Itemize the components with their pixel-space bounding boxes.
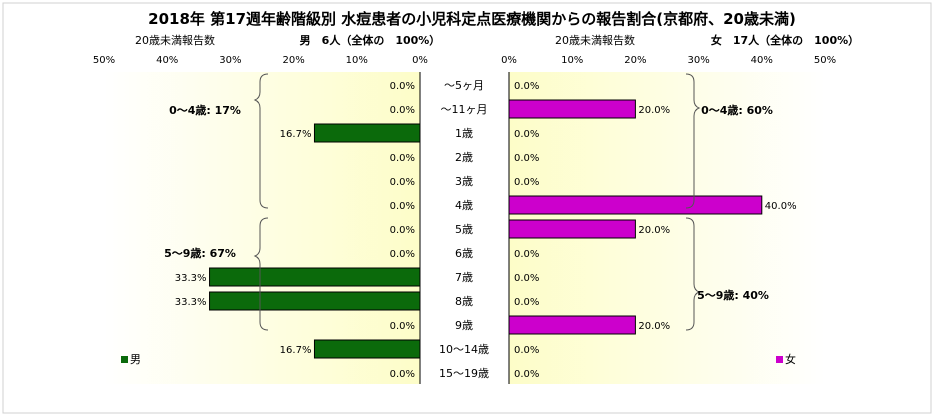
male-value-label: 0.0%: [390, 369, 415, 380]
left-x-tick-labels: 50% 40% 30% 20% 10% 0%: [93, 55, 428, 66]
left-group-label-0-4: 0〜4歳: 17%: [169, 103, 241, 117]
left-header: 男 6人（全体の 100%）: [300, 33, 441, 47]
female-bar: [508, 219, 636, 239]
chart-title: 2018年 第17週年齢階級別 水痘患者の小児科定点医療機関からの報告割合(京都…: [148, 10, 796, 28]
category-labels: 〜5ヶ月〜11ヶ月 1歳 2歳 3歳 4歳 5歳 6歳 7歳 8歳 9歳 10〜14歳 15〜19歳: [439, 79, 489, 380]
right-x-tick-label: 40%: [751, 55, 773, 66]
left-x-tick-label: 40%: [156, 55, 178, 66]
right-x-tick-labels: 0% 10% 20% 30% 40% 50%: [501, 55, 836, 66]
category-label: 1歳: [455, 127, 473, 140]
female-bar: [508, 315, 636, 335]
male-value-label: 33.3%: [175, 273, 207, 284]
male-value-label: 0.0%: [390, 201, 415, 212]
female-value-label: 0.0%: [514, 345, 539, 356]
category-label: 〜5ヶ月: [444, 79, 484, 92]
male-value-label: 33.3%: [175, 297, 207, 308]
male-bars: [209, 123, 421, 359]
female-value-label: 20.0%: [638, 321, 670, 332]
category-label: 5歳: [455, 223, 473, 236]
right-bracket-5-9: [685, 217, 701, 331]
male-value-labels: 0.0% 0.0% 16.7% 0.0% 0.0% 0.0% 0.0% 0.0% 33.3% 33…: [175, 81, 415, 380]
chart-frame: [2, 2, 932, 414]
right-group-label-5-9: 5〜9歳: 40%: [697, 288, 769, 302]
female-value-label: 0.0%: [514, 177, 539, 188]
category-label: 8歳: [455, 295, 473, 308]
female-bar: [508, 99, 636, 119]
female-value-label: 0.0%: [514, 273, 539, 284]
left-x-tick-label: 30%: [219, 55, 241, 66]
female-value-label: 20.0%: [638, 105, 670, 116]
male-value-label: 0.0%: [390, 225, 415, 236]
male-bar: [313, 123, 421, 143]
left-x-tick-label: 10%: [346, 55, 368, 66]
male-value-label: 16.7%: [280, 129, 312, 140]
category-label: 6歳: [455, 247, 473, 260]
male-legend-swatch: [121, 356, 128, 363]
category-label: 10〜14歳: [439, 343, 489, 356]
left-bracket-0-4: [253, 73, 269, 209]
right-x-tick-label: 20%: [624, 55, 646, 66]
male-value-label: 0.0%: [390, 177, 415, 188]
female-value-label: 0.0%: [514, 81, 539, 92]
right-group-label-0-4: 0〜4歳: 60%: [701, 103, 773, 117]
category-label: 7歳: [455, 271, 473, 284]
left-bracket-5-9: [253, 217, 269, 331]
female-value-labels: 0.0% 20.0% 0.0% 0.0% 0.0% 40.0% 20.0% 0.0% 0.0% 0…: [514, 81, 797, 380]
male-value-label: 0.0%: [390, 153, 415, 164]
female-value-label: 0.0%: [514, 369, 539, 380]
female-value-label: 0.0%: [514, 249, 539, 260]
left-x-tick-label: 20%: [282, 55, 304, 66]
male-legend-label: 男: [130, 353, 141, 366]
female-value-label: 40.0%: [765, 201, 797, 212]
right-axis-caption: 20歳未満報告数: [555, 34, 635, 47]
right-x-tick-label: 10%: [561, 55, 583, 66]
category-label: 15〜19歳: [439, 367, 489, 380]
male-bar: [209, 291, 421, 311]
category-label: 9歳: [455, 319, 473, 332]
left-group-label-5-9: 5〜9歳: 67%: [164, 246, 236, 260]
male-value-label: 0.0%: [390, 81, 415, 92]
category-label: 2歳: [455, 151, 473, 164]
category-label: 〜11ヶ月: [441, 103, 488, 116]
left-x-tick-label: 50%: [93, 55, 115, 66]
female-value-label: 0.0%: [514, 129, 539, 140]
category-label: 3歳: [455, 175, 473, 188]
female-legend-label: 女: [785, 352, 796, 366]
category-label: 4歳: [455, 199, 473, 212]
male-bar: [209, 267, 421, 287]
right-bracket-0-4: [685, 73, 701, 209]
male-value-label: 16.7%: [280, 345, 312, 356]
female-legend-swatch: [776, 356, 783, 363]
female-bars: [508, 99, 763, 335]
female-value-label: 20.0%: [638, 225, 670, 236]
female-bar: [508, 195, 763, 215]
left-x-tick-label: 0%: [412, 55, 428, 66]
male-value-label: 0.0%: [390, 321, 415, 332]
male-value-label: 0.0%: [390, 249, 415, 260]
left-axis-caption: 20歳未満報告数: [135, 34, 215, 47]
right-x-tick-label: 50%: [814, 55, 836, 66]
male-value-label: 0.0%: [390, 105, 415, 116]
female-value-label: 0.0%: [514, 297, 539, 308]
right-header: 女 17人（全体の 100%）: [711, 33, 859, 47]
right-x-tick-label: 0%: [501, 55, 517, 66]
male-bar: [313, 339, 421, 359]
left-plot-area: [104, 72, 420, 384]
right-x-tick-label: 30%: [687, 55, 709, 66]
female-value-label: 0.0%: [514, 153, 539, 164]
